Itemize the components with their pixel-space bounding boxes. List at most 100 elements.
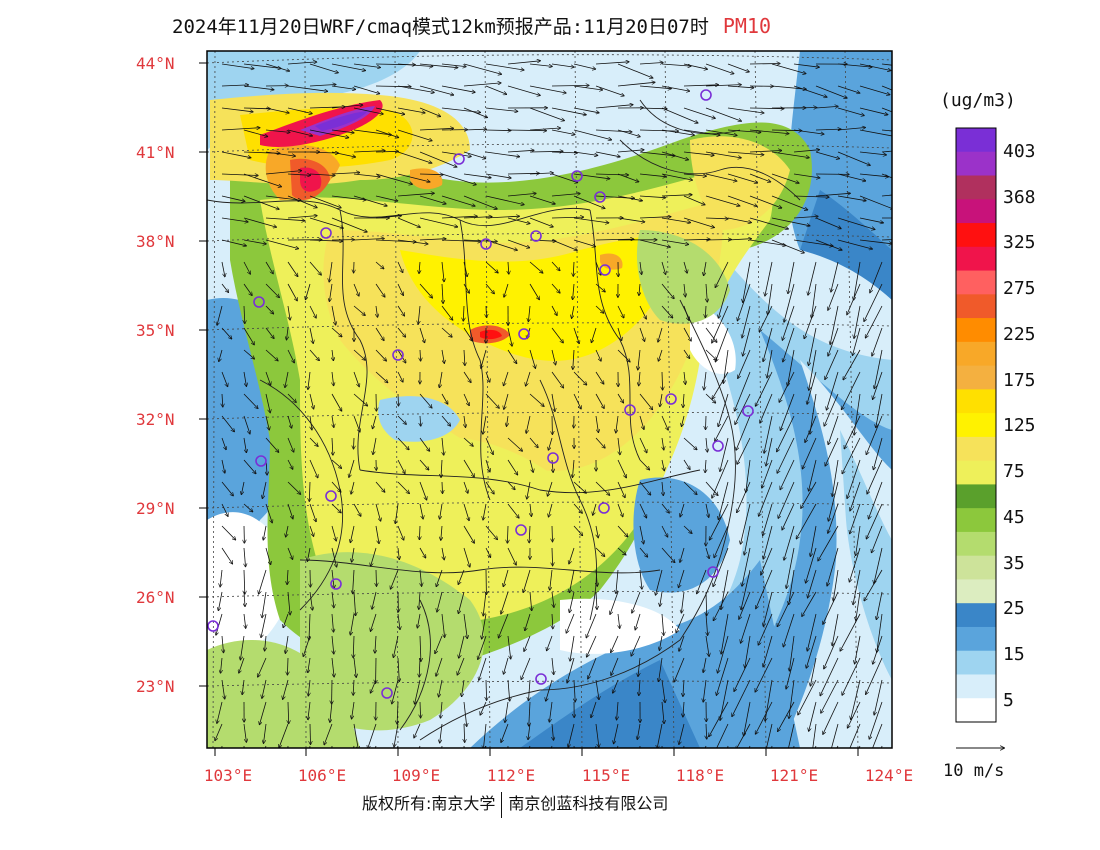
wind-arrow [221, 371, 228, 387]
wind-arrow [485, 195, 524, 205]
wind-arrow [436, 569, 443, 587]
wind-arrow [265, 349, 278, 361]
wind-arrow [661, 261, 666, 274]
wind-arrow [527, 481, 531, 499]
wind-arrow [595, 547, 605, 556]
wind-arrow [828, 327, 839, 356]
wind-arrow [551, 393, 555, 411]
wind-arrow [661, 107, 698, 123]
wind-arrow [718, 283, 729, 318]
colorbar-label: 225 [1003, 324, 1036, 345]
wind-arrow [419, 657, 420, 677]
wind-arrow [833, 569, 839, 601]
wind-arrow [808, 569, 817, 598]
wind-reference-label: 10 m/s [943, 761, 1005, 781]
city-marker [530, 230, 542, 242]
wind-arrow [683, 525, 692, 533]
wind-arrow [243, 415, 250, 434]
wind-arrow [573, 349, 574, 369]
wind-arrow [639, 217, 671, 218]
colorbar-swatch [956, 199, 996, 224]
wind-arrow [262, 679, 267, 698]
wind-arrow [243, 503, 253, 512]
city-marker [535, 673, 547, 685]
wind-arrow [529, 349, 535, 368]
wind-arrow [551, 217, 583, 218]
wind-arrow [837, 195, 866, 201]
wind-arrow [573, 459, 575, 477]
wind-arrow [414, 723, 421, 738]
wind-arrow [741, 569, 751, 610]
wind-arrow [349, 459, 355, 477]
wind-arrow [287, 261, 298, 276]
wind-arrow [617, 437, 620, 455]
city-marker [392, 349, 404, 361]
wind-arrow [661, 129, 694, 135]
wind-arrow [287, 745, 289, 748]
wind-arrow [756, 371, 773, 406]
wind-arrow [483, 503, 487, 520]
wind-arrow [617, 173, 639, 182]
wind-arrow [220, 569, 222, 587]
city-marker [707, 566, 719, 578]
wind-arrow [737, 481, 751, 513]
wind-arrow [683, 437, 697, 450]
wind-arrow [782, 305, 795, 340]
wind-arrow [831, 261, 839, 292]
wind-arrow [279, 723, 289, 748]
wind-arrow [288, 701, 289, 724]
wind-arrow [881, 173, 892, 179]
wind-arrow [617, 481, 625, 498]
wind-arrow [551, 261, 560, 271]
wind-arrow [221, 85, 248, 86]
lon-label-103: 103°E [203, 766, 253, 785]
wind-arrow [616, 569, 619, 593]
wind-arrow [331, 481, 341, 492]
footer-right: 南京创蓝科技有限公司 [508, 794, 669, 813]
wind-arrow [265, 547, 271, 564]
wind-arrow [804, 305, 817, 339]
wind-arrow [573, 151, 598, 155]
wind-arrow [552, 591, 554, 607]
wind-arrow [375, 173, 412, 184]
colorbar-swatch [956, 436, 996, 462]
colorbar-swatch [956, 223, 996, 248]
wind-arrow [485, 261, 498, 273]
wind-arrow [464, 415, 466, 427]
wind-arrow [617, 63, 653, 78]
wind-arrow [397, 283, 403, 295]
wind-arrow [441, 240, 481, 242]
wind-arrow [805, 415, 817, 442]
wind-arrow [331, 85, 355, 89]
wind-arrow [617, 503, 623, 517]
wind-arrow [595, 723, 599, 747]
lat-label-41: 41°N [136, 143, 175, 162]
wind-arrow [485, 393, 499, 408]
wind-arrow [265, 217, 305, 221]
wind-arrow [287, 481, 301, 494]
wind-arrow [850, 481, 861, 511]
wind-arrow [710, 503, 729, 540]
wind-arrow [419, 128, 453, 130]
wind-arrow [309, 240, 343, 241]
wind-arrow [777, 591, 795, 627]
city-marker [255, 455, 267, 467]
wind-arrow [683, 701, 684, 717]
colorbar-label: 75 [1003, 461, 1025, 482]
wind-arrow [458, 569, 465, 584]
wind-arrow [505, 701, 509, 722]
wind-arrow [705, 173, 737, 181]
wind-arrow [435, 635, 443, 654]
wind-arrow [586, 613, 597, 638]
wind-arrow [874, 349, 883, 389]
wind-arrow [258, 657, 267, 677]
wind-arrow [837, 128, 865, 131]
wind-arrow [265, 129, 290, 132]
wind-arrow [771, 217, 810, 226]
lat-label-29: 29°N [136, 499, 175, 518]
wind-arrow [329, 261, 333, 282]
wind-arrow [353, 349, 365, 360]
wind-arrow [396, 745, 399, 748]
boundaries [207, 99, 801, 741]
lat-label-23: 23°N [136, 677, 175, 696]
